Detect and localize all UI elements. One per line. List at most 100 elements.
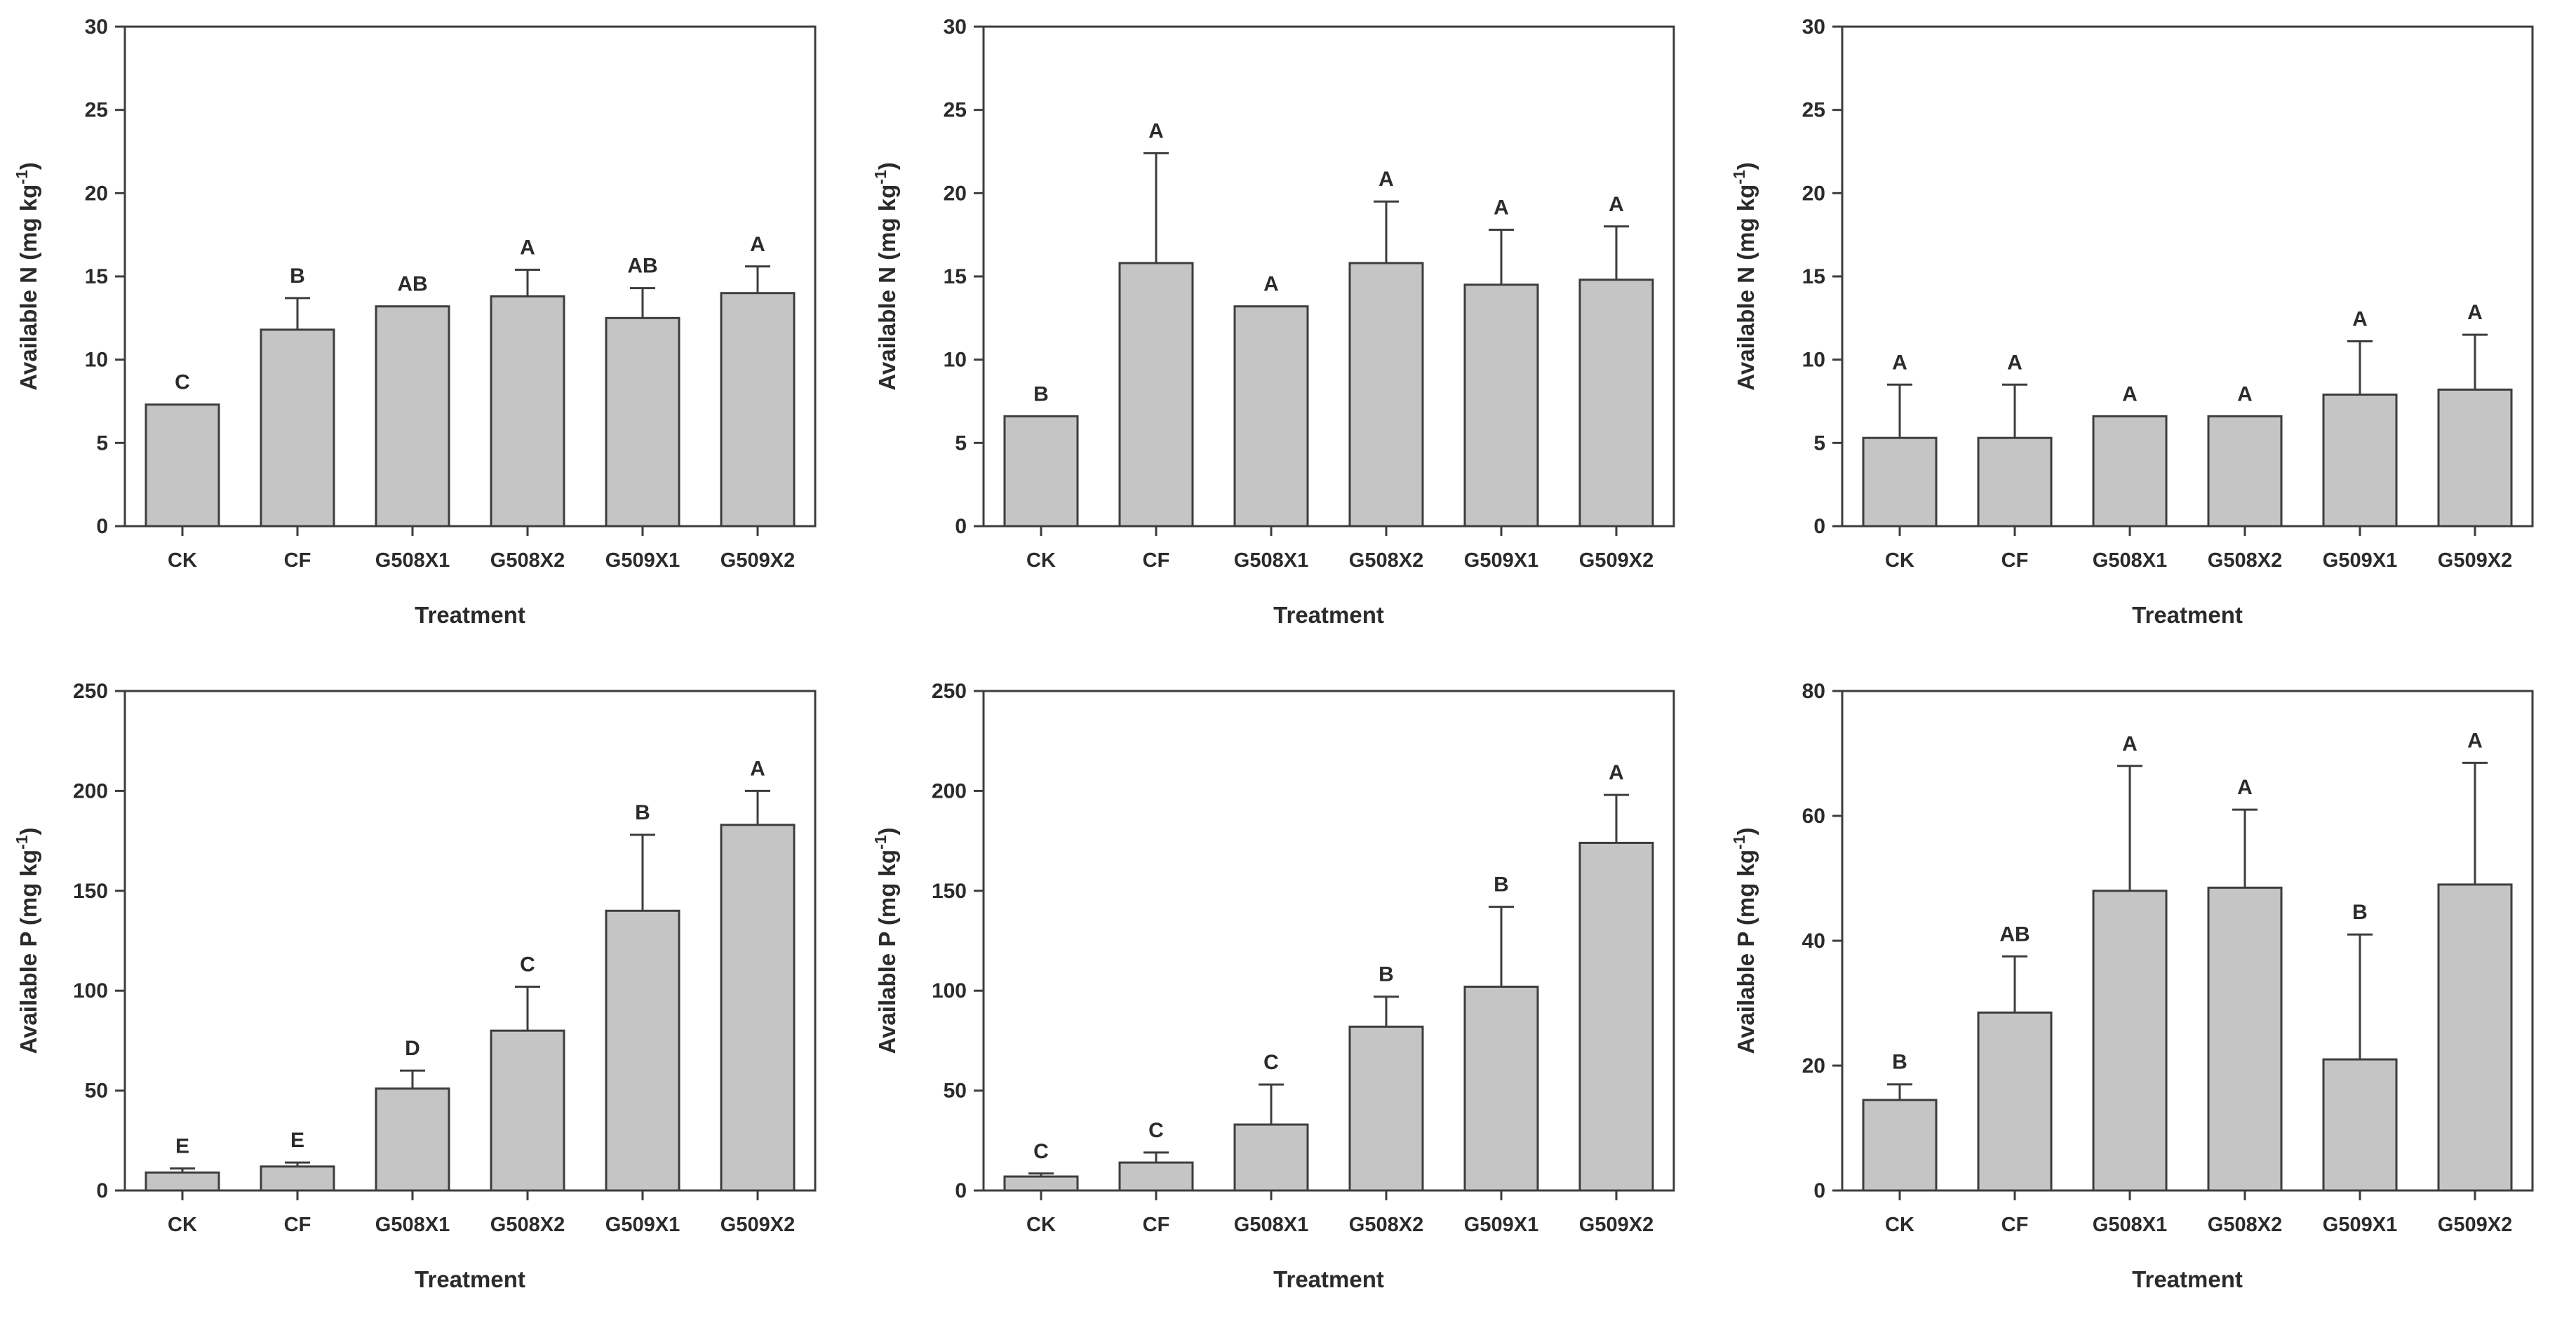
y-tick-label: 150 <box>73 879 108 902</box>
x-tick-label: G509X1 <box>1464 549 1538 572</box>
bar <box>2207 415 2283 528</box>
x-tick-label: CF <box>284 1214 311 1236</box>
bar <box>260 328 335 528</box>
y-tick-label: 20 <box>1802 182 1825 205</box>
y-tick-label: 20 <box>85 182 108 205</box>
sig-letter: C <box>1033 1139 1049 1162</box>
bar <box>1862 1098 1938 1192</box>
bar <box>2092 415 2168 528</box>
y-axis-label: Available P (mg kg-1) <box>1730 827 1759 1054</box>
bar <box>1003 415 1079 528</box>
x-tick-label: CF <box>2001 1214 2029 1236</box>
x-tick-label: G508X1 <box>2093 549 2167 572</box>
x-tick-label: G508X1 <box>1234 549 1308 572</box>
sig-letter: A <box>520 236 535 260</box>
chart-panel-available-n-2: 0 5 10 15 20 25 30 B CK A CF A G508X1 A G508X2 A G509X1 A… <box>859 0 1717 664</box>
x-axis-label: Treatment <box>2132 1266 2243 1292</box>
x-tick-label: CK <box>1885 549 1914 572</box>
bar <box>2437 883 2513 1191</box>
y-tick-label: 15 <box>1802 265 1825 288</box>
x-tick-label: G508X1 <box>375 1214 450 1236</box>
sig-letter: A <box>750 757 765 780</box>
y-tick-label: 25 <box>944 99 967 122</box>
sig-letter: E <box>175 1134 189 1158</box>
bar <box>1578 841 1654 1191</box>
sig-letter: C <box>1148 1118 1164 1141</box>
sig-letter: E <box>290 1129 304 1152</box>
x-tick-label: G509X2 <box>2438 549 2512 572</box>
bar <box>1348 1025 1424 1191</box>
sig-letter: D <box>405 1037 420 1060</box>
sig-letter: A <box>1378 168 1394 191</box>
bar <box>2092 889 2168 1191</box>
plot-area-border <box>982 690 1675 1191</box>
x-axis-label: Treatment <box>415 602 525 628</box>
sig-letter: A <box>1892 351 1907 374</box>
y-tick-label: 10 <box>1802 349 1825 372</box>
bar <box>1233 1123 1309 1191</box>
plot-area-border <box>123 690 817 1191</box>
y-tick-label: 0 <box>955 1179 967 1202</box>
bar <box>375 305 450 528</box>
sig-letter: B <box>1033 382 1049 405</box>
bar <box>605 909 680 1191</box>
bar <box>1578 279 1654 528</box>
bar <box>2437 388 2513 528</box>
plot-area-border <box>123 25 817 528</box>
x-axis-label: Treatment <box>1273 602 1384 628</box>
chart-panel-available-p-3: 0 20 40 60 80 B CK AB CF A G508X1 A G508X2 B G509X1 A G5… <box>1717 664 2576 1328</box>
bar-chart-available-p-3: 0 20 40 60 80 B CK AB CF A G508X1 A G508X2 B G509X1 A G5… <box>1730 680 2534 1292</box>
sig-letter: C <box>1263 1051 1279 1074</box>
sig-letter: A <box>2467 729 2483 752</box>
sig-letter: A <box>2237 382 2253 405</box>
sig-letter: A <box>2122 382 2138 405</box>
x-tick-label: G508X2 <box>2208 549 2282 572</box>
bar <box>1233 305 1309 528</box>
x-tick-label: G508X2 <box>1349 549 1423 572</box>
y-tick-label: 200 <box>932 779 967 803</box>
sig-letter: B <box>1378 963 1394 986</box>
y-tick-label: 30 <box>1802 15 1825 39</box>
bar <box>1348 262 1424 528</box>
x-tick-label: G508X2 <box>1349 1214 1423 1236</box>
y-tick-label: 15 <box>944 265 967 288</box>
plot-area-border <box>1841 690 2534 1191</box>
bar <box>260 1165 335 1191</box>
bar <box>1003 1175 1079 1192</box>
x-tick-label: G509X2 <box>720 1214 795 1236</box>
y-axis-label: Available N (mg kg-1) <box>1730 162 1759 390</box>
y-tick-label: 25 <box>85 99 108 122</box>
bar <box>1118 262 1194 528</box>
x-axis-label: Treatment <box>1273 1266 1384 1292</box>
x-tick-label: G509X1 <box>1464 1214 1538 1236</box>
chart-panel-available-p-1: 0 50 100 150 200 250 E CK E CF D G508X1 C G508X2 B G509… <box>0 664 859 1328</box>
y-tick-label: 15 <box>85 265 108 288</box>
y-tick-label: 50 <box>944 1079 967 1102</box>
y-tick-label: 100 <box>932 979 967 1002</box>
plot-area-border <box>982 25 1675 528</box>
bar <box>490 295 565 528</box>
bar <box>1862 436 1938 528</box>
x-tick-label: CK <box>168 549 197 572</box>
y-tick-label: 250 <box>932 680 967 703</box>
x-tick-label: CF <box>1143 549 1170 572</box>
sig-letter: A <box>2122 732 2138 755</box>
x-tick-label: CK <box>1026 549 1056 572</box>
sig-letter: A <box>1263 273 1279 296</box>
sig-letter: B <box>1892 1050 1907 1073</box>
chart-panel-available-p-2: 0 50 100 150 200 250 C CK C CF C G508X1 B G508X2 B G509… <box>859 664 1717 1328</box>
bar <box>1977 1011 2053 1191</box>
chart-panel-available-n-1: 0 5 10 15 20 25 30 C CK B CF AB G508X1 A G508X2 AB G509X… <box>0 0 859 664</box>
sig-letter: AB <box>627 255 657 278</box>
x-tick-label: CK <box>168 1214 197 1236</box>
sig-letter: A <box>2467 301 2483 324</box>
bar-chart-available-n-2: 0 5 10 15 20 25 30 B CK A CF A G508X1 A G508X2 A G509X1 A… <box>871 15 1675 628</box>
x-tick-label: CF <box>284 549 311 572</box>
bar-chart-available-p-2: 0 50 100 150 200 250 C CK C CF C G508X1 B G508X2 B G509… <box>871 680 1675 1292</box>
sig-letter: AB <box>1999 923 2030 946</box>
x-tick-label: G508X2 <box>490 1214 565 1236</box>
bar <box>605 316 680 528</box>
y-tick-label: 0 <box>1813 515 1825 538</box>
x-tick-label: CK <box>1026 1214 1056 1236</box>
